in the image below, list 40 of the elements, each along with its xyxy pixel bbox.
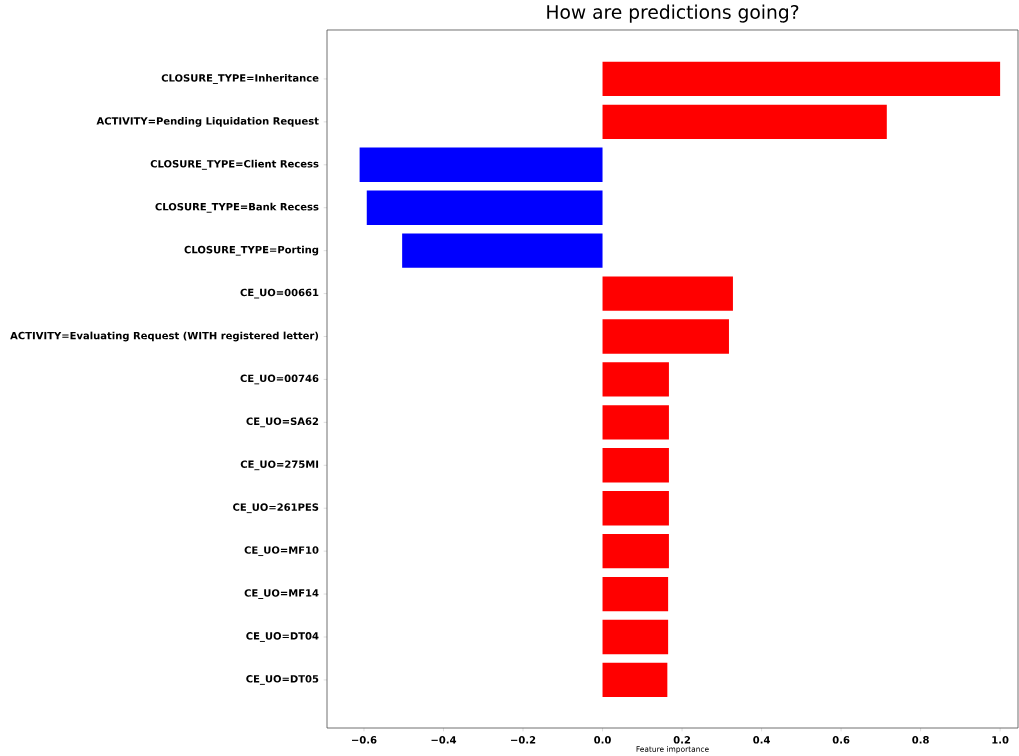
x-tick-label: −0.6 [352, 736, 377, 744]
y-tick-label: ACTIVITY=Evaluating Request (WITH registered letter) [10, 331, 319, 342]
y-tick-label: CE_UO=MF10 [244, 546, 319, 557]
y-tick-label: CLOSURE_TYPE=Inheritance [161, 73, 319, 84]
bar [602, 319, 729, 354]
y-tick-label: CE_UO=00661 [240, 288, 319, 299]
x-tick-label: 1.0 [992, 736, 1009, 744]
bar [602, 362, 669, 397]
y-tick-label: CE_UO=275MI [240, 460, 319, 471]
y-tick-label: CE_UO=DT04 [246, 632, 319, 642]
x-tick-label: 0.0 [594, 736, 611, 744]
y-tick-label: CE_UO=DT05 [246, 675, 319, 685]
y-tick-label: CLOSURE_TYPE=Bank Recess [155, 202, 319, 213]
y-tick-label: CLOSURE_TYPE=Porting [184, 245, 319, 256]
x-tick-label: 0.2 [673, 736, 691, 744]
y-tick-label: CE_UO=MF14 [244, 589, 319, 599]
bar [602, 619, 669, 655]
bar [602, 61, 1001, 97]
y-tick-label: CLOSURE_TYPE=Client Recess [150, 159, 319, 170]
bar [602, 491, 669, 526]
x-tick-label: −0.4 [431, 736, 457, 744]
bar [602, 104, 887, 140]
bar [366, 190, 603, 225]
x-tick-label: 0.4 [753, 736, 770, 744]
bar [602, 276, 733, 311]
bar [602, 448, 669, 483]
bar [602, 576, 669, 612]
y-tick-label: CE_UO=261PES [233, 503, 319, 514]
x-tick-label: 0.6 [832, 736, 850, 744]
chart-title: How are predictions going? [547, 4, 799, 23]
bar [602, 662, 668, 698]
x-tick-label: −0.2 [511, 736, 536, 744]
bar [602, 533, 669, 569]
bar [402, 233, 603, 268]
y-tick-label: CE_UO=SA62 [246, 417, 319, 428]
bar [359, 147, 603, 182]
bar [602, 405, 669, 440]
y-tick-label: CE_UO=00746 [240, 374, 319, 385]
x-tick-label: 0.8 [912, 736, 929, 744]
y-tick-label: ACTIVITY=Pending Liquidation Request [96, 116, 319, 127]
